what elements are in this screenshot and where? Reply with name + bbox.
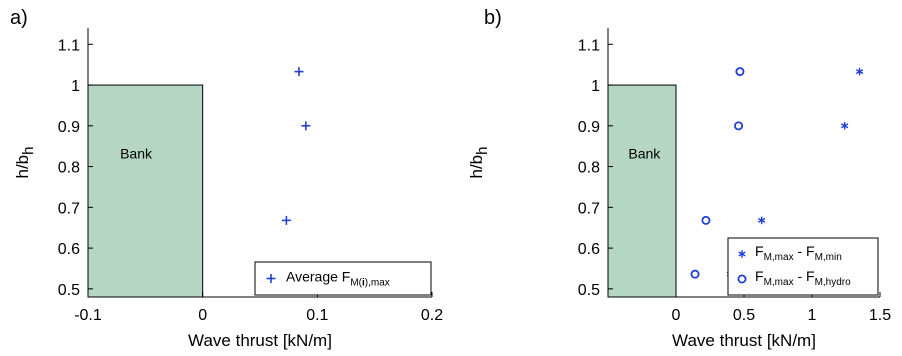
x-tick-label: 0.2 bbox=[421, 307, 443, 324]
bank-region bbox=[87, 84, 204, 298]
legend-marker-asterisk bbox=[738, 250, 746, 258]
legend-box bbox=[254, 261, 432, 296]
y-tick-label: 1.1 bbox=[578, 37, 600, 54]
x-tick-label: 0.5 bbox=[733, 307, 755, 324]
data-point-circle bbox=[734, 121, 744, 131]
data-point-circle bbox=[735, 67, 745, 77]
data-point-asterisk bbox=[758, 216, 766, 225]
y-tick-label: 0.5 bbox=[578, 282, 600, 299]
y-tick-label: 0.7 bbox=[58, 200, 80, 217]
bank-region bbox=[607, 84, 677, 298]
y-tick-label: 0.9 bbox=[58, 119, 80, 136]
legend-marker-circle bbox=[737, 274, 747, 284]
y-axis-title: h/bh bbox=[13, 147, 37, 179]
y-tick-label: 0.8 bbox=[578, 160, 600, 177]
legend-entry: Average FM(i),max bbox=[286, 269, 390, 289]
data-point-plus bbox=[281, 215, 291, 225]
data-point-plus bbox=[294, 67, 304, 77]
y-axis-title: h/bh bbox=[467, 147, 491, 179]
x-axis-title: Wave thrust [kN/m] bbox=[672, 331, 816, 350]
y-tick-label: 1.1 bbox=[58, 37, 80, 54]
legend-box bbox=[727, 237, 879, 296]
y-tick-label: 0.7 bbox=[578, 200, 600, 217]
y-tick-label: 0.8 bbox=[58, 160, 80, 177]
x-tick-label: 1 bbox=[808, 307, 817, 324]
data-point-asterisk bbox=[855, 67, 864, 76]
y-tick-label: 0.9 bbox=[578, 119, 600, 136]
x-tick-label: -0.1 bbox=[74, 307, 102, 324]
x-axis-title: Wave thrust [kN/m] bbox=[188, 331, 332, 350]
legend-marker-plus bbox=[266, 274, 276, 283]
x-tick-label: 1.5 bbox=[869, 307, 891, 324]
legend: Average FM(i),max bbox=[254, 261, 432, 296]
legend-entry: FM,max - FM,hydro bbox=[755, 268, 851, 288]
data-point-circle bbox=[701, 215, 711, 225]
y-tick-label: 1 bbox=[71, 78, 80, 95]
panel-label: b) bbox=[484, 7, 502, 29]
legend-entry: FM,max - FM,min bbox=[755, 243, 842, 263]
bank-label: Bank bbox=[120, 145, 153, 161]
x-tick-label: 0 bbox=[198, 307, 207, 324]
y-tick-label: 0.6 bbox=[58, 241, 80, 258]
data-point-plus bbox=[301, 121, 311, 131]
data-point-asterisk bbox=[840, 122, 849, 130]
legend: FM,max - FM,min FM,max - FM,hydro bbox=[727, 237, 879, 296]
y-tick-label: 1 bbox=[591, 78, 600, 95]
data-point-circle bbox=[690, 269, 700, 279]
panel-a: Bank 0.5 0.6 0.7 0.8 0.9 1 1.1 -0.1 0 0.1 0.2 Wave t… bbox=[10, 7, 443, 350]
y-tick-label: 0.5 bbox=[58, 282, 80, 299]
bank-label: Bank bbox=[628, 145, 661, 161]
panel-b: Bank 0.5 0.6 0.7 0.8 0.9 1 1.1 0 0.5 1 1.5 Wave thru… bbox=[467, 7, 891, 350]
y-tick-label: 0.6 bbox=[578, 241, 600, 258]
x-tick-label: 0 bbox=[672, 307, 681, 324]
panel-label: a) bbox=[10, 7, 28, 29]
x-tick-label: 0.1 bbox=[306, 307, 328, 324]
